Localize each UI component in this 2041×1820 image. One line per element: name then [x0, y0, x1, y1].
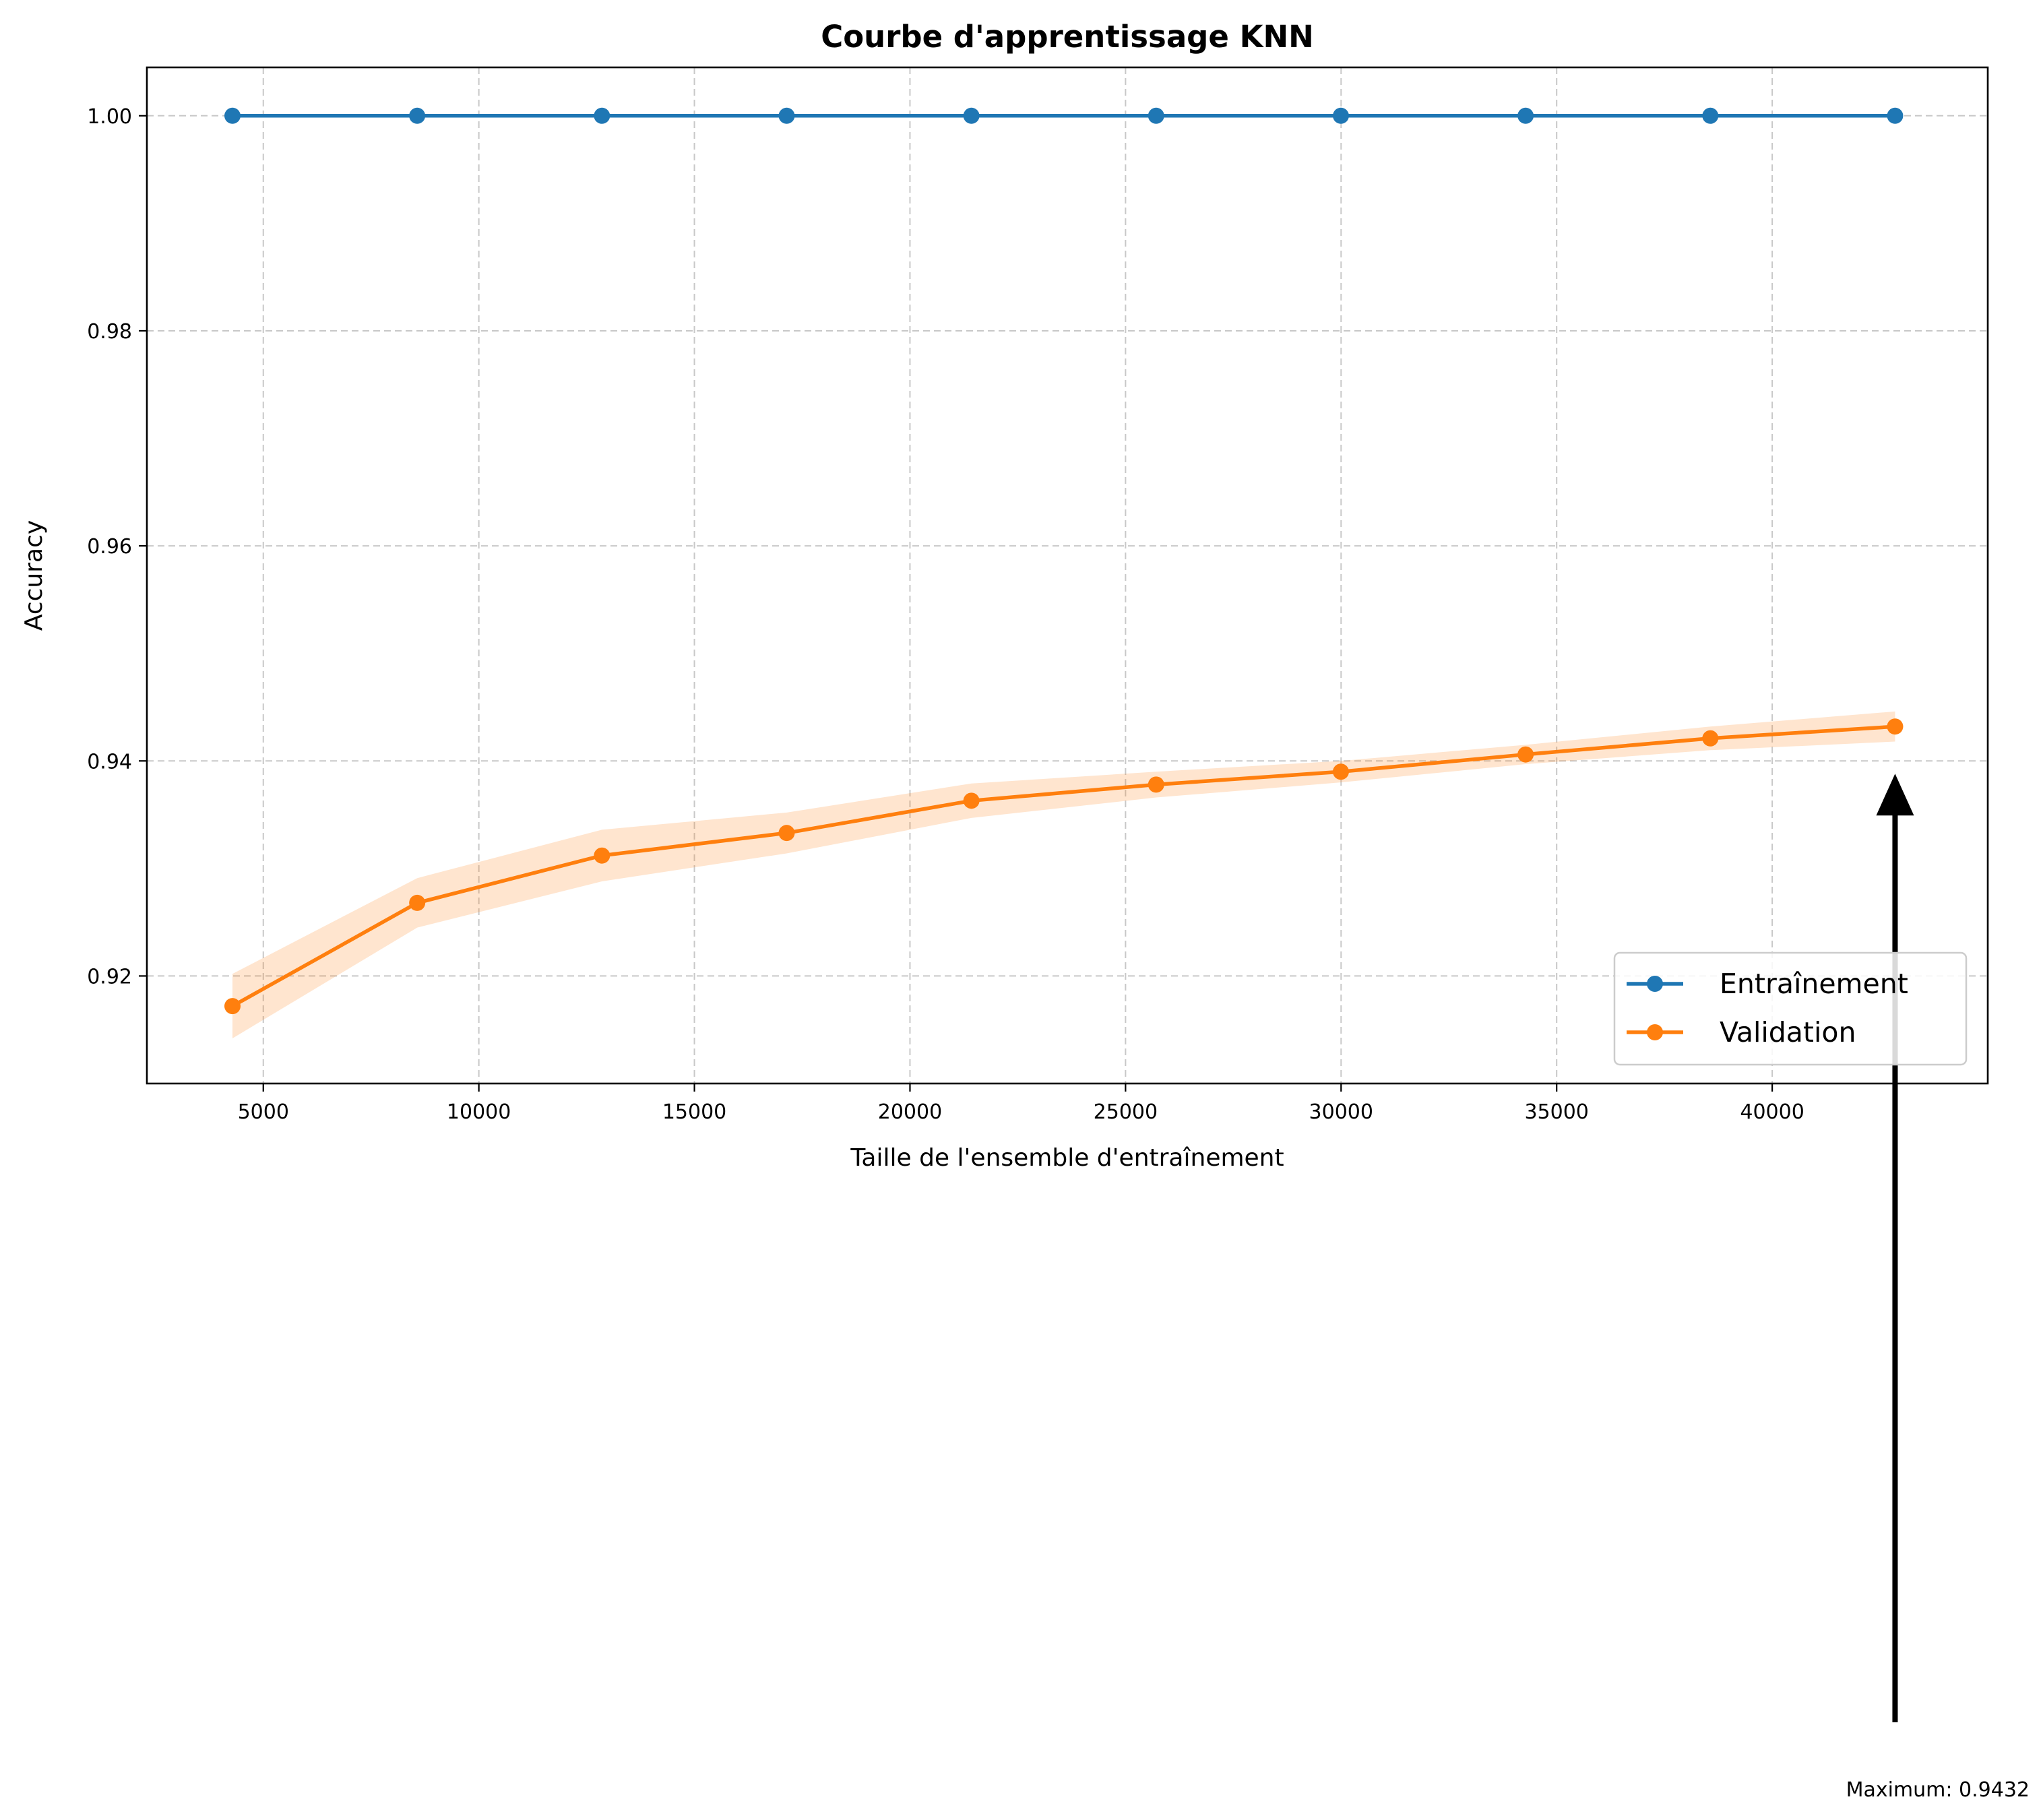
x-tick-label: 25000: [1094, 1100, 1158, 1124]
legend-box: [1613, 951, 1968, 1066]
legend-validation-marker: [1647, 1024, 1663, 1040]
x-tick-label: 40000: [1740, 1100, 1804, 1124]
train-data-point: [1702, 107, 1719, 124]
train-data-point: [963, 107, 980, 124]
legend-train-marker: [1647, 976, 1663, 992]
x-axis-ticks: 5000 10000 15000 20000 25000 30000 35000 40000: [238, 1084, 1804, 1124]
y-tick-label: 1.00: [87, 105, 132, 129]
y-axis-ticks: 0.92 0.94 0.96 0.98 1.00: [87, 105, 147, 989]
train-data-point: [594, 107, 610, 124]
x-tick-label: 10000: [447, 1100, 511, 1124]
validation-data-point: [1702, 730, 1719, 747]
validation-series-line: [231, 724, 1895, 1008]
train-data-point: [1332, 107, 1349, 124]
legend-entries: Entraînement Validation: [1627, 968, 1908, 1048]
legend-validation-label: Validation: [1720, 1016, 1856, 1048]
series-markers: [224, 107, 1904, 1015]
x-tick-label: 20000: [878, 1100, 942, 1124]
train-data-point: [1887, 107, 1904, 124]
x-tick-label: 35000: [1524, 1100, 1588, 1124]
y-tick-label: 0.92: [87, 965, 132, 989]
legend: Entraînement Validation: [1613, 951, 1968, 1066]
annotation-arrow-head: [1876, 774, 1914, 816]
validation-data-point: [1332, 763, 1349, 780]
validation-data-point: [1887, 718, 1904, 735]
y-tick-label: 0.98: [87, 320, 132, 344]
validation-confidence-band: [232, 711, 1895, 1038]
chart-title: Courbe d'apprentissage KNN: [821, 19, 1314, 55]
legend-train-label: Entraînement: [1720, 968, 1908, 1000]
x-tick-label: 15000: [662, 1100, 726, 1124]
train-data-point: [1148, 107, 1164, 124]
x-axis-label: Taille de l'ensemble d'entraînement: [850, 1144, 1284, 1172]
train-data-point: [778, 107, 795, 124]
y-tick-label: 0.94: [87, 750, 132, 774]
validation-data-point: [409, 894, 426, 911]
x-tick-label: 30000: [1309, 1100, 1373, 1124]
y-tick-label: 0.96: [87, 535, 132, 559]
validation-data-point: [963, 792, 980, 809]
y-axis-label: Accuracy: [20, 520, 48, 631]
train-data-point: [1517, 107, 1534, 124]
validation-data-point: [1517, 746, 1534, 763]
x-tick-label: 5000: [238, 1100, 289, 1124]
validation-data-point: [594, 847, 610, 864]
train-data-point: [224, 107, 241, 124]
train-data-point: [409, 107, 426, 124]
series-lines: [231, 114, 1895, 1008]
confidence-bands: [232, 711, 1895, 1038]
validation-data-point: [224, 998, 241, 1015]
annotation-text: Maximum: 0.9432: [1846, 1778, 2030, 1802]
plot-frame: [146, 66, 1989, 1085]
validation-data-point: [778, 825, 795, 842]
validation-data-point: [1148, 776, 1164, 793]
